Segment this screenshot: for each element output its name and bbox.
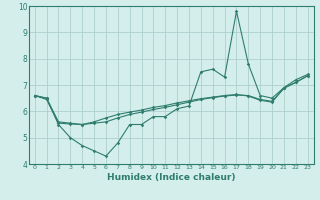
X-axis label: Humidex (Indice chaleur): Humidex (Indice chaleur) xyxy=(107,173,236,182)
